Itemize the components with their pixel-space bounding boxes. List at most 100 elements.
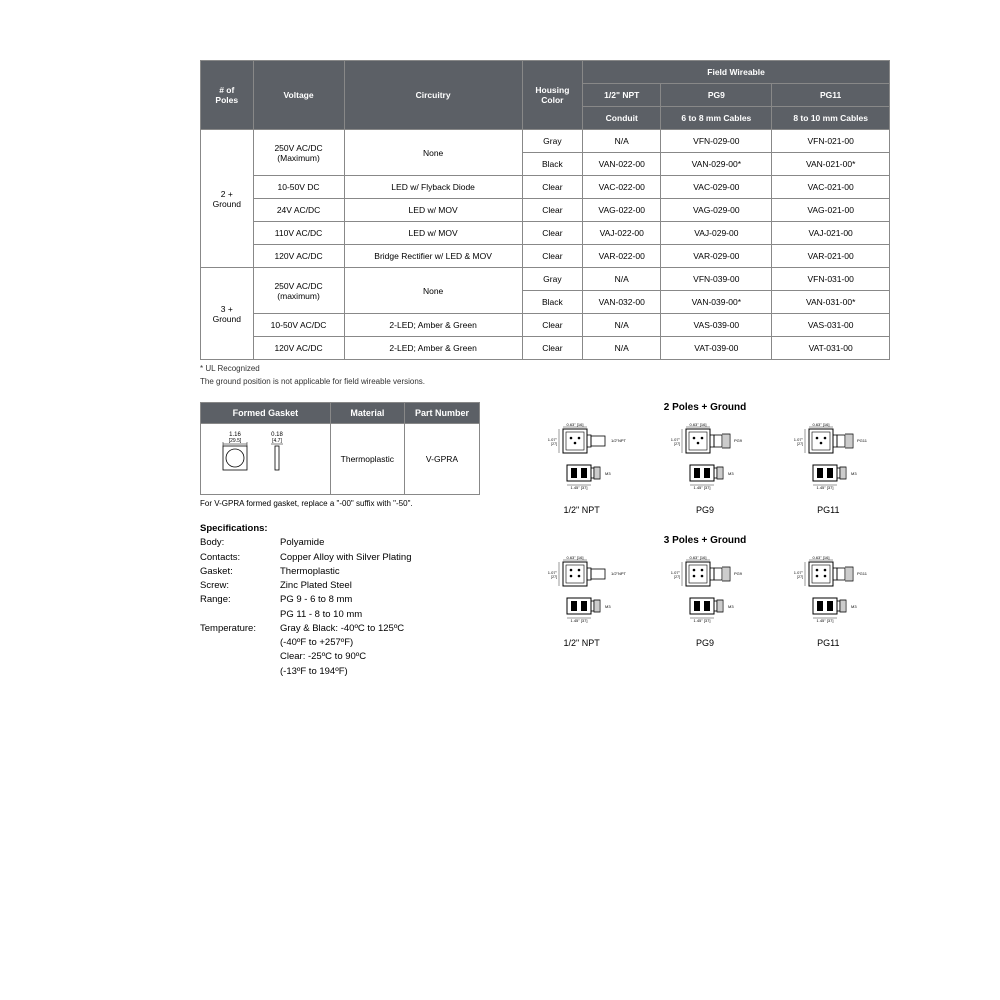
specs-value: (-40ºF to +257ºF) bbox=[280, 636, 353, 650]
svg-text:1.45" [37]: 1.45" [37] bbox=[570, 485, 587, 490]
specs-row: (-40ºF to +257ºF) bbox=[200, 636, 500, 650]
header-fieldwireable: Field Wireable bbox=[583, 61, 890, 84]
diag-title-2pole: 2 Poles + Ground bbox=[520, 402, 890, 413]
svg-text:PG11: PG11 bbox=[857, 438, 868, 443]
svg-text:M3: M3 bbox=[605, 604, 611, 609]
cell-housing: Gray bbox=[522, 130, 582, 153]
cell-circuitry: Bridge Rectifier w/ LED & MOV bbox=[344, 245, 522, 268]
header-voltage: Voltage bbox=[253, 61, 344, 130]
specs-value: Thermoplastic bbox=[280, 565, 340, 579]
gasket-table: Formed Gasket Material Part Number 1.16 … bbox=[200, 402, 480, 495]
specs-key bbox=[200, 636, 280, 650]
diagram-cell: 1.07" [27] 0.63" [16] 1/2"NPT 1.45" [37]… bbox=[522, 552, 642, 648]
cell-circuitry: LED w/ MOV bbox=[344, 222, 522, 245]
connector-diagram-icon: 1.07" [27] 0.63" [16] 1/2"NPT 1.45" [37]… bbox=[527, 419, 637, 499]
specs-row: Gasket:Thermoplastic bbox=[200, 565, 500, 579]
svg-text:M3: M3 bbox=[851, 471, 857, 476]
svg-text:M3: M3 bbox=[851, 604, 857, 609]
specs-value: Polyamide bbox=[280, 536, 324, 550]
svg-text:[27]: [27] bbox=[551, 575, 557, 579]
header-cables810: 8 to 10 mm Cables bbox=[772, 107, 890, 130]
svg-text:PG9: PG9 bbox=[734, 438, 743, 443]
cell-pg9: VAJ-029-00 bbox=[661, 222, 772, 245]
cell-pg11: VAS-031-00 bbox=[772, 314, 890, 337]
cell-circuitry: None bbox=[344, 268, 522, 314]
cell-pg9: VAS-039-00 bbox=[661, 314, 772, 337]
cell-circuitry: None bbox=[344, 130, 522, 176]
cell-pg9: VAG-029-00 bbox=[661, 199, 772, 222]
diagram-label: 1/2" NPT bbox=[522, 638, 642, 648]
cell-pg9: VFN-039-00 bbox=[661, 268, 772, 291]
svg-text:1/2"NPT: 1/2"NPT bbox=[611, 571, 627, 576]
diagram-cell: 1.07" [27] 0.63" [16] PG9 1.45" [37] M3 … bbox=[645, 419, 765, 515]
specs-row: PG 11 - 8 to 10 mm bbox=[200, 608, 500, 622]
header-pg9: PG9 bbox=[661, 84, 772, 107]
main-parts-table: # of Poles Voltage Circuitry Housing Col… bbox=[200, 60, 890, 360]
table-row: 2 + Ground250V AC/DC (Maximum)NoneGrayN/… bbox=[201, 130, 890, 153]
cell-poles: 3 + Ground bbox=[201, 268, 254, 360]
gasket-header-part: Part Number bbox=[404, 403, 479, 424]
gasket-header-material: Material bbox=[330, 403, 404, 424]
specs-key bbox=[200, 665, 280, 679]
svg-text:M3: M3 bbox=[605, 471, 611, 476]
cell-housing: Clear bbox=[522, 199, 582, 222]
cell-npt: VAN-032-00 bbox=[583, 291, 661, 314]
table-row: 24V AC/DCLED w/ MOVClearVAG-022-00VAG-02… bbox=[201, 199, 890, 222]
cell-circuitry: LED w/ Flyback Diode bbox=[344, 176, 522, 199]
specs-key: Gasket: bbox=[200, 565, 280, 579]
cell-voltage: 250V AC/DC (maximum) bbox=[253, 268, 344, 314]
specs-title: Specifications: bbox=[200, 522, 500, 536]
svg-text:PG11: PG11 bbox=[857, 571, 868, 576]
specs-row: Contacts:Copper Alloy with Silver Platin… bbox=[200, 551, 500, 565]
cell-voltage: 120V AC/DC bbox=[253, 245, 344, 268]
connector-diagram-icon: 1.07" [27] 0.63" [16] PG11 1.45" [37] M3 bbox=[773, 552, 883, 632]
cell-npt: VAJ-022-00 bbox=[583, 222, 661, 245]
footnote-ground: The ground position is not applicable fo… bbox=[200, 377, 890, 386]
cell-pg11: VAC-021-00 bbox=[772, 176, 890, 199]
cell-voltage: 10-50V AC/DC bbox=[253, 314, 344, 337]
svg-text:0.63" [16]: 0.63" [16] bbox=[689, 422, 706, 427]
cell-voltage: 10-50V DC bbox=[253, 176, 344, 199]
cell-pg11: VAG-021-00 bbox=[772, 199, 890, 222]
footnote-ul: * UL Recognized bbox=[200, 364, 890, 373]
table-row: 120V AC/DC2-LED; Amber & GreenClearN/AVA… bbox=[201, 337, 890, 360]
cell-housing: Clear bbox=[522, 245, 582, 268]
table-row: 3 + Ground250V AC/DC (maximum)NoneGrayN/… bbox=[201, 268, 890, 291]
header-pg11: PG11 bbox=[772, 84, 890, 107]
diagram-cell: 1.07" [27] 0.63" [16] 1/2"NPT 1.45" [37]… bbox=[522, 419, 642, 515]
cell-voltage: 120V AC/DC bbox=[253, 337, 344, 360]
diagram-label: PG9 bbox=[645, 505, 765, 515]
specs-value: Copper Alloy with Silver Plating bbox=[280, 551, 411, 565]
diagram-cell: 1.07" [27] 0.63" [16] PG11 1.45" [37] M3… bbox=[768, 419, 888, 515]
cell-voltage: 24V AC/DC bbox=[253, 199, 344, 222]
table-row: 10-50V DCLED w/ Flyback DiodeClearVAC-02… bbox=[201, 176, 890, 199]
header-poles: # of Poles bbox=[201, 61, 254, 130]
cell-pg11: VAN-021-00* bbox=[772, 153, 890, 176]
specs-value: Gray & Black: -40ºC to 125ºC bbox=[280, 622, 404, 636]
cell-circuitry: 2-LED; Amber & Green bbox=[344, 314, 522, 337]
gasket-drawing-cell: 1.16 [29.5] 0.18 [4.7] bbox=[201, 424, 331, 495]
specs-value: (-13ºF to 194ºF) bbox=[280, 665, 348, 679]
specs-key: Body: bbox=[200, 536, 280, 550]
cell-pg9: VAN-039-00* bbox=[661, 291, 772, 314]
specs-row: Clear: -25ºC to 90ºC bbox=[200, 650, 500, 664]
diagram-cell: 1.07" [27] 0.63" [16] PG9 1.45" [37] M3 … bbox=[645, 552, 765, 648]
cell-npt: VAN-022-00 bbox=[583, 153, 661, 176]
table-row: 120V AC/DCBridge Rectifier w/ LED & MOVC… bbox=[201, 245, 890, 268]
specs-key: Range: bbox=[200, 593, 280, 607]
table-row: 110V AC/DCLED w/ MOVClearVAJ-022-00VAJ-0… bbox=[201, 222, 890, 245]
cell-npt: N/A bbox=[583, 337, 661, 360]
cell-npt: N/A bbox=[583, 314, 661, 337]
specs-row: (-13ºF to 194ºF) bbox=[200, 665, 500, 679]
cell-pg11: VAJ-021-00 bbox=[772, 222, 890, 245]
gasket-material: Thermoplastic bbox=[330, 424, 404, 495]
cell-npt: VAR-022-00 bbox=[583, 245, 661, 268]
diagram-group-3pole: 3 Poles + Ground 1.07" [27] 0.63" [16] 1… bbox=[520, 535, 890, 648]
table-row: 10-50V AC/DC2-LED; Amber & GreenClearN/A… bbox=[201, 314, 890, 337]
cell-pg11: VFN-021-00 bbox=[772, 130, 890, 153]
svg-text:0.63" [16]: 0.63" [16] bbox=[813, 555, 830, 560]
svg-text:[4.7]: [4.7] bbox=[272, 438, 282, 444]
gasket-drawing-icon: 1.16 [29.5] 0.18 [4.7] bbox=[215, 428, 315, 488]
cell-pg11: VAR-021-00 bbox=[772, 245, 890, 268]
cell-pg9: VAC-029-00 bbox=[661, 176, 772, 199]
